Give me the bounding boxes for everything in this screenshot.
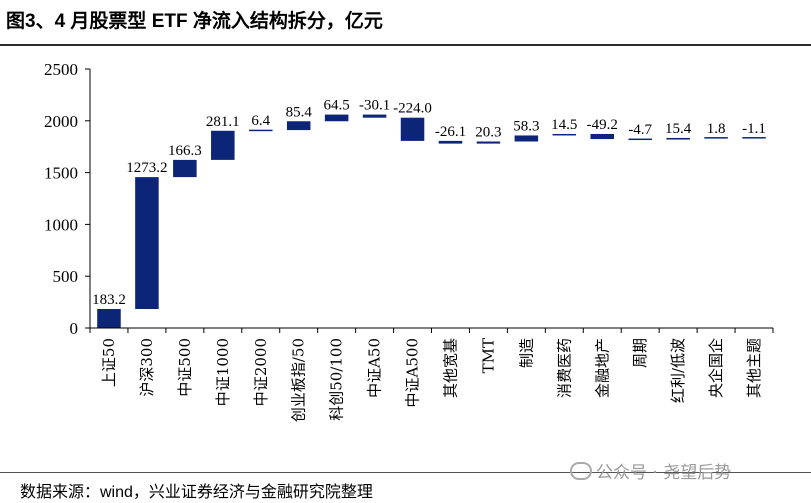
category-label-9: 其他宽基 <box>441 338 459 398</box>
category-label-15: 红利/低波 <box>669 338 687 403</box>
data-label-1: 1273.2 <box>126 160 167 176</box>
data-label-17: -1.1 <box>742 121 766 137</box>
watermark-text: 公众号 · 尧望后势 <box>596 463 732 483</box>
category-label-3: 中证1000 <box>214 338 232 406</box>
bar-14 <box>628 138 652 141</box>
source-note: 数据来源：wind，兴业证券经济与金融研究院整理 <box>20 484 373 501</box>
data-label-10: 20.3 <box>475 124 501 140</box>
data-label-14: -4.7 <box>628 122 652 138</box>
bar-16 <box>704 137 728 139</box>
data-label-11: 58.3 <box>513 118 539 134</box>
bar-17 <box>742 137 766 139</box>
data-label-13: -49.2 <box>587 117 618 133</box>
data-label-0: 183.2 <box>92 292 126 308</box>
data-label-2: 166.3 <box>168 143 202 159</box>
category-label-10: TMT <box>479 338 497 373</box>
bar-7 <box>362 114 387 118</box>
category-label-11: 制造 <box>517 338 535 368</box>
category-label-0: 上证50 <box>100 338 118 387</box>
y-tick-label: 1000 <box>44 215 78 234</box>
data-label-16: 1.8 <box>707 121 726 137</box>
data-label-3: 281.1 <box>206 114 240 130</box>
data-label-8: -224.0 <box>393 101 432 117</box>
bar-1 <box>135 177 159 310</box>
y-tick-label: 0 <box>70 319 79 338</box>
waterfall-chart: 0 500 1000 1500 2000 2500 183.2 上证50 1273.2 沪深30… <box>44 60 774 422</box>
y-tick-label: 1500 <box>44 164 78 183</box>
category-label-7: 中证A50 <box>366 338 384 398</box>
category-label-14: 周期 <box>631 338 649 368</box>
bar-6 <box>324 114 349 122</box>
data-label-15: 15.4 <box>665 121 692 137</box>
title-divider <box>0 44 811 46</box>
category-label-12: 消费医药 <box>555 338 573 398</box>
bar-4 <box>248 129 273 132</box>
wechat-icon <box>570 462 592 480</box>
bar-2 <box>173 159 197 178</box>
y-tick-label: 2500 <box>44 60 78 79</box>
category-label-5: 创业板指/50 <box>290 338 308 422</box>
category-label-13: 金融地产 <box>593 338 611 398</box>
bar-12 <box>552 133 577 136</box>
data-label-5: 85.4 <box>286 104 313 120</box>
bar-0 <box>97 309 121 328</box>
data-label-6: 64.5 <box>324 98 350 114</box>
category-label-6: 科创50/100 <box>328 338 346 421</box>
y-tick-label: 500 <box>53 267 79 286</box>
category-label-17: 其他主题 <box>745 338 763 398</box>
bar-5 <box>286 121 311 131</box>
data-label-12: 14.5 <box>551 117 577 133</box>
bar-3 <box>211 130 235 160</box>
y-tick-label: 2000 <box>44 112 78 131</box>
data-label-4: 6.4 <box>251 113 270 129</box>
category-label-16: 央企国企 <box>707 338 725 398</box>
watermark: 公众号 · 尧望后势 <box>570 458 731 483</box>
bar-9 <box>438 140 463 144</box>
chart-title: 图3、4 月股票型 ETF 净流入结构拆分，亿元 <box>6 11 383 32</box>
category-label-1: 沪深300 <box>138 338 156 397</box>
category-label-2: 中证500 <box>176 338 194 397</box>
category-label-4: 中证2000 <box>252 338 270 406</box>
bar-13 <box>590 133 615 140</box>
data-label-9: -26.1 <box>435 124 466 140</box>
bar-8 <box>400 117 425 141</box>
bar-11 <box>514 135 539 142</box>
bar-10 <box>476 141 501 144</box>
data-label-7: -30.1 <box>359 98 390 114</box>
bar-15 <box>666 137 690 140</box>
source-divider <box>0 472 811 473</box>
category-label-8: 中证A500 <box>404 338 422 407</box>
